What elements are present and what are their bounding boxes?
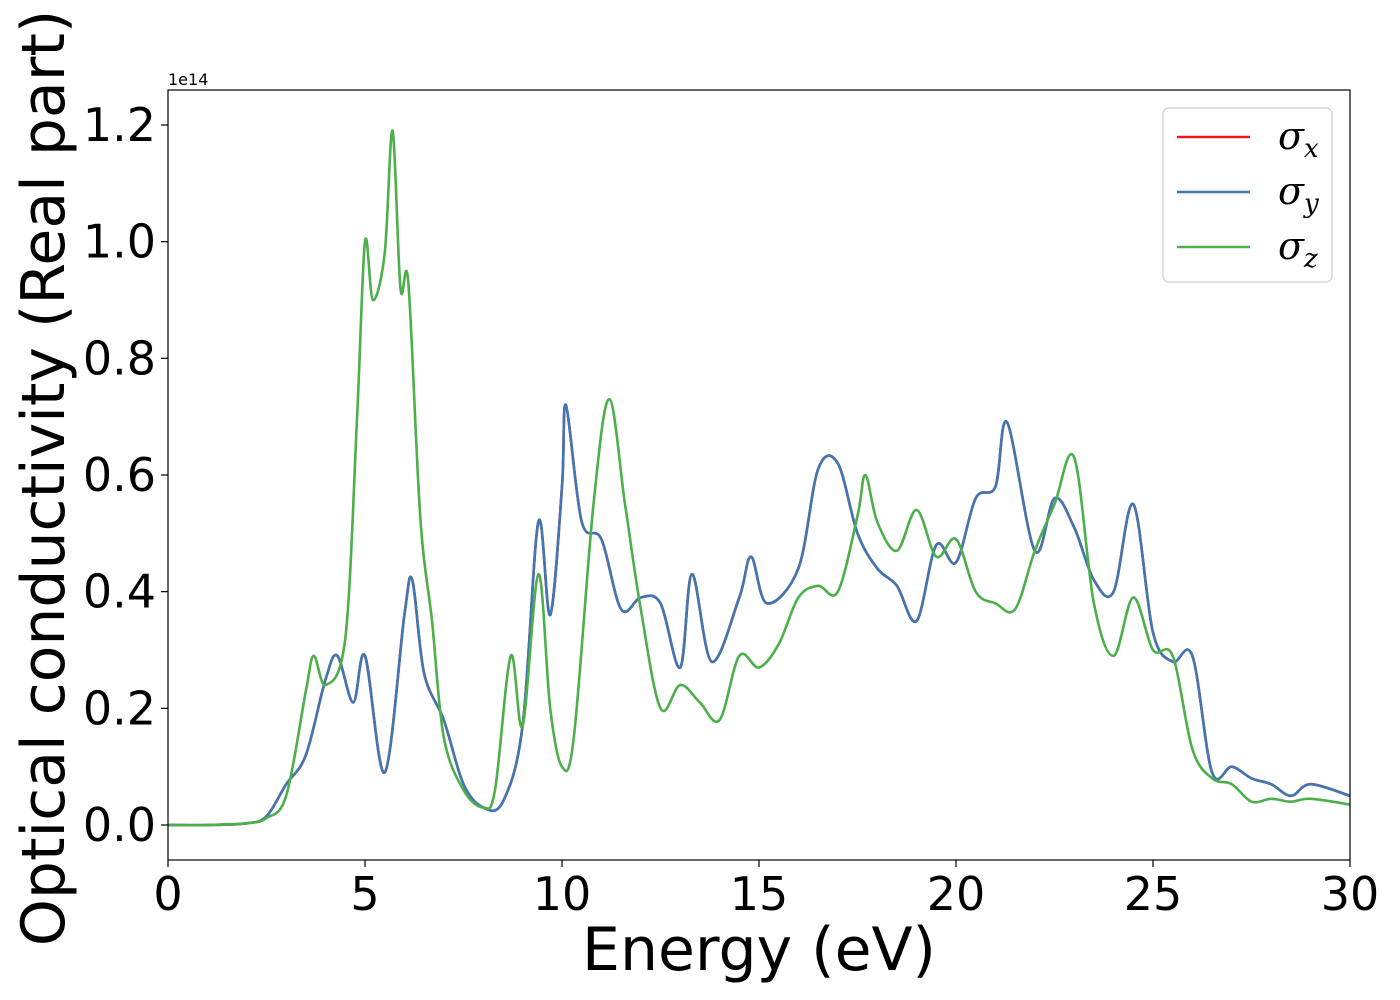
series-line-sigma-z <box>167 129 1351 827</box>
x-tick-label: 30 <box>1321 867 1380 921</box>
series-layer <box>167 129 1351 827</box>
legend-box <box>1162 107 1333 283</box>
y-tick-label: 0.2 <box>83 681 156 735</box>
x-tick-label: 5 <box>350 867 379 921</box>
y-axis-ticks: 0.0 0.2 0.4 0.6 0.8 1.0 1.2 <box>83 98 168 852</box>
y-tick-label: 0.0 <box>83 798 156 852</box>
x-axis-label: Energy (eV) <box>582 915 936 985</box>
y-tick-label: 1.2 <box>83 98 156 152</box>
y-tick-label: 0.6 <box>83 448 156 502</box>
legend-label-sigma-z: σz <box>1278 224 1318 274</box>
x-tick-label: 15 <box>730 867 789 921</box>
x-tick-label: 25 <box>1124 867 1183 921</box>
y-tick-label: 1.0 <box>83 215 156 269</box>
x-tick-label: 20 <box>927 867 986 921</box>
y-tick-label: 0.4 <box>83 565 156 619</box>
y-axis-label: Optical conductivity (Real part) <box>9 10 79 947</box>
x-tick-label: 10 <box>533 867 592 921</box>
y-tick-label: 0.8 <box>83 331 156 385</box>
series-line-sigma-x <box>167 403 1351 827</box>
x-axis-ticks: 0 5 10 15 20 25 30 <box>153 860 1379 921</box>
y-offset-text: 1e14 <box>168 70 208 89</box>
x-tick-label: 0 <box>153 867 182 921</box>
series-line-sigma-y <box>167 403 1351 827</box>
